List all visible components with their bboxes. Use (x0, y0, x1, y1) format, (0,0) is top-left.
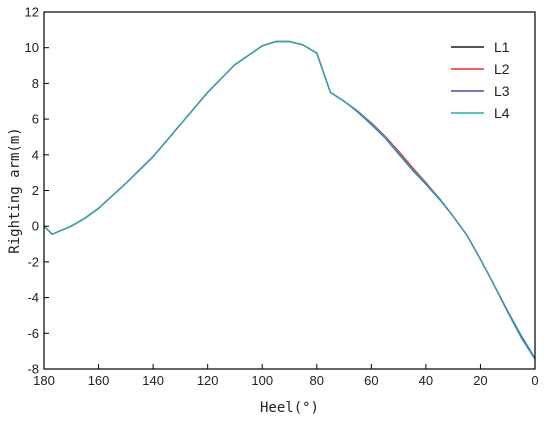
x-tick-label: 20 (473, 373, 487, 388)
y-tick-label: -8 (27, 362, 39, 377)
x-tick-label: 0 (531, 373, 538, 388)
y-tick-label: 6 (32, 112, 39, 127)
plot-area: 180 160 140 120 100 80 60 40 20 0 -8 -6 -4 -2 0 2 4 6 8 10 1… (25, 5, 539, 389)
series-line-l3 (43, 40, 536, 359)
x-tick-label: 80 (310, 373, 324, 388)
y-tick-label: 8 (32, 76, 39, 91)
x-tick-label: 140 (142, 373, 164, 388)
legend-label-l4: L4 (494, 105, 510, 121)
legend: L1 L2 L3 L4 (451, 39, 510, 121)
x-tick-label: 60 (364, 373, 378, 388)
legend-label-l2: L2 (494, 61, 510, 77)
x-tick-label: 40 (419, 373, 433, 388)
series-line-l1 (43, 40, 536, 360)
y-tick-label: -4 (27, 290, 39, 305)
y-tick-label: 2 (32, 183, 39, 198)
y-tick-label: 12 (25, 5, 39, 20)
y-tick-label: -6 (27, 326, 39, 341)
y-tick-label: -2 (27, 254, 39, 269)
x-tick-label: 120 (197, 373, 219, 388)
y-axis-title: Righting arm(m) (7, 127, 23, 253)
x-tick-label: 100 (251, 373, 273, 388)
legend-label-l3: L3 (494, 83, 510, 99)
series-layer (43, 40, 536, 360)
series-line-l2 (43, 40, 536, 360)
y-tick-label: 10 (25, 40, 39, 55)
legend-label-l1: L1 (494, 39, 510, 55)
y-tick-label: 0 (32, 219, 39, 234)
x-axis-title: Heel(°) (260, 400, 319, 416)
series-line-l4 (43, 40, 536, 360)
x-tick-label: 180 (33, 373, 55, 388)
ticks-layer: 180 160 140 120 100 80 60 40 20 0 -8 -6 -4 -2 0 2 4 6 8 10 1… (25, 5, 539, 389)
x-tick-label: 160 (88, 373, 110, 388)
y-tick-label: 4 (32, 147, 39, 162)
